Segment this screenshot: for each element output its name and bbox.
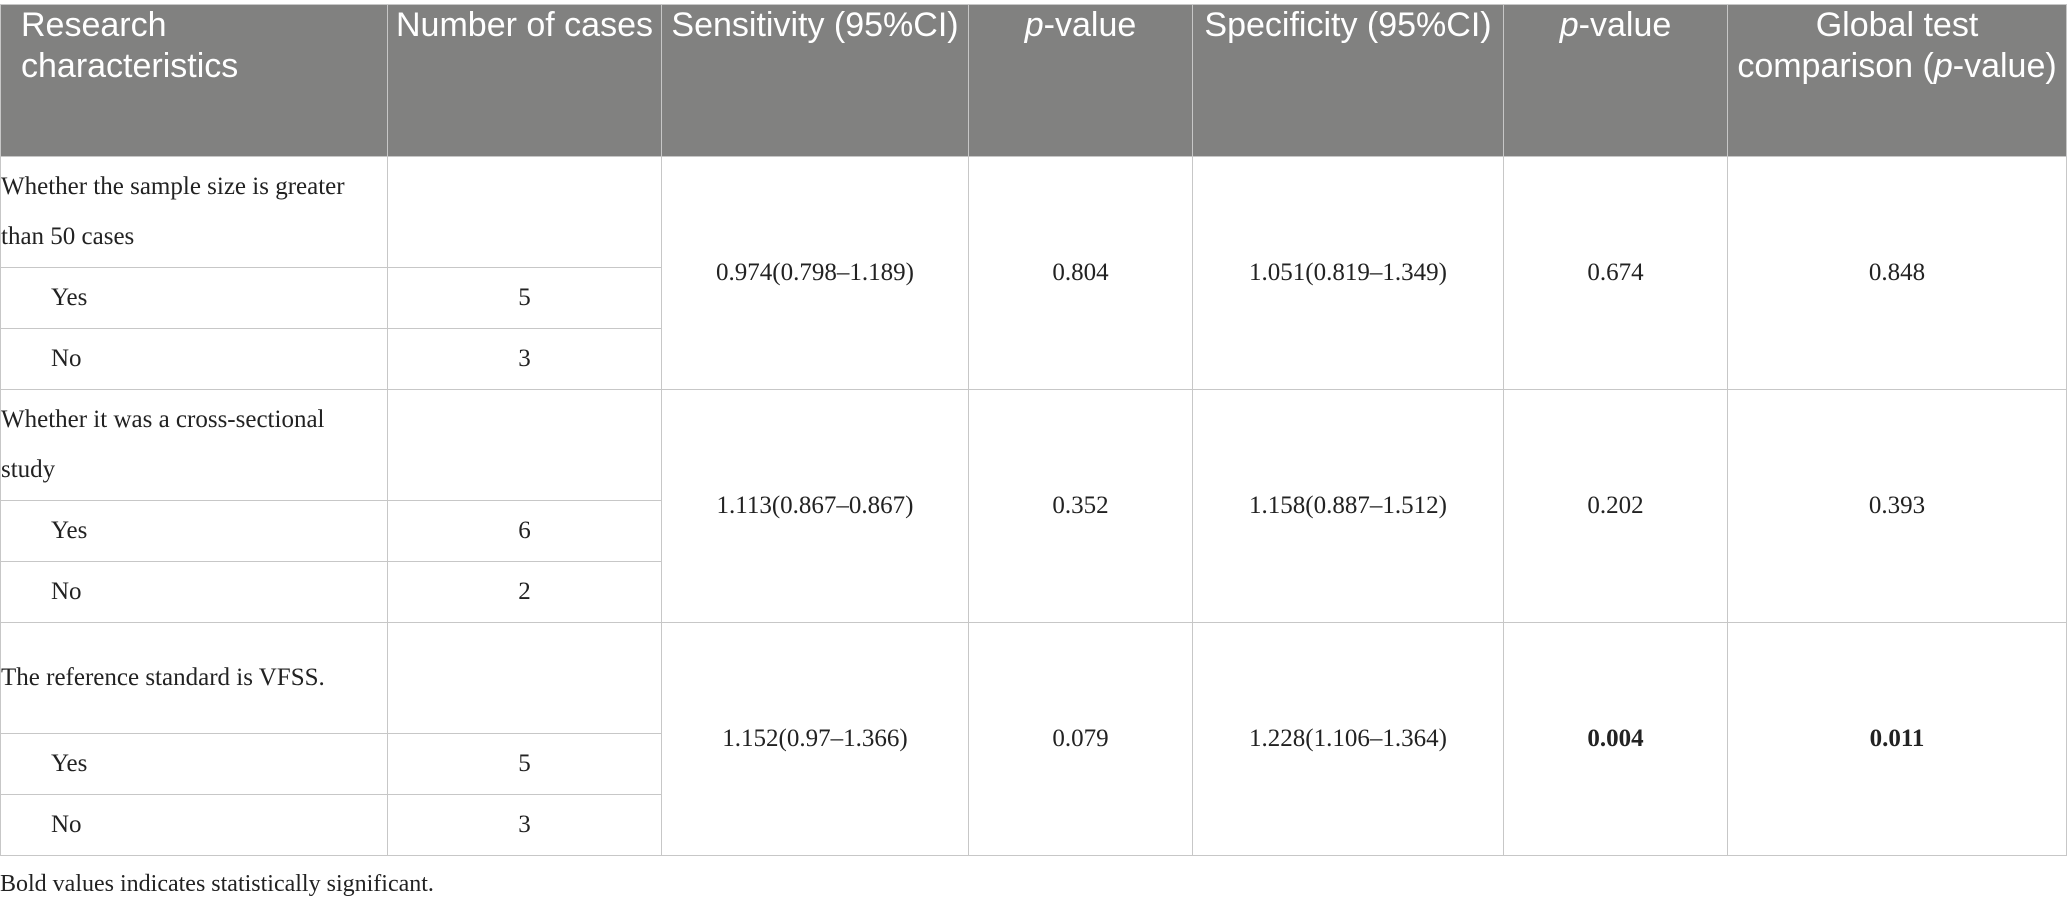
cases-cell: 5	[387, 267, 662, 329]
sensitivity-p-cell: 0.352	[968, 389, 1193, 623]
table-row: No 3	[0, 328, 2067, 390]
group-label: The reference standard is VFSS.	[0, 622, 388, 734]
sub-label: No	[0, 794, 388, 856]
specificity-p-cell: 0.674	[1503, 156, 1728, 390]
header-global-test-comparison: Global test comparison (p-value)	[1727, 4, 2067, 157]
sub-label: No	[0, 561, 388, 623]
group-label: Whether the sample size is greater than …	[0, 156, 388, 268]
cases-cell	[387, 389, 662, 501]
sub-label: Yes	[0, 500, 388, 562]
table-row: Yes 5	[0, 267, 2067, 329]
sensitivity-p-cell: 0.079	[968, 622, 1193, 856]
header-sensitivity: Sensitivity (95%CI)	[661, 4, 969, 157]
header-p-italic: p	[1024, 6, 1044, 44]
sensitivity-cell: 1.152(0.97–1.366)	[661, 622, 969, 856]
sensitivity-cell: 1.113(0.867–0.867)	[661, 389, 969, 623]
header-global-post: -value)	[1952, 47, 2057, 85]
sensitivity-cell: 0.974(0.798–1.189)	[661, 156, 969, 390]
specificity-cell: 1.228(1.106–1.364)	[1192, 622, 1504, 856]
cases-cell	[387, 156, 662, 268]
header-specificity-p-value: p-value	[1503, 4, 1728, 157]
cases-cell: 2	[387, 561, 662, 623]
header-specificity: Specificity (95%CI)	[1192, 4, 1504, 157]
cases-cell: 6	[387, 500, 662, 562]
table-row: Whether it was a cross-sectional study 1…	[0, 389, 2067, 623]
table-footnote: Bold values indicates statistically sign…	[0, 871, 434, 897]
header-sensitivity-p-value: p-value	[968, 4, 1193, 157]
global-p-cell-significant: 0.011	[1727, 622, 2067, 856]
sub-label: Yes	[0, 733, 388, 795]
cases-cell: 5	[387, 733, 662, 795]
table-row: Whether the sample size is greater than …	[0, 156, 2067, 390]
header-number-of-cases: Number of cases	[387, 4, 662, 157]
results-table: Research characteristics Number of cases…	[0, 4, 2067, 856]
table-row: The reference standard is VFSS. 1.152(0.…	[0, 622, 2067, 856]
specificity-cell: 1.051(0.819–1.349)	[1192, 156, 1504, 390]
sub-label: Yes	[0, 267, 388, 329]
specificity-cell: 1.158(0.887–1.512)	[1192, 389, 1504, 623]
sub-label: No	[0, 328, 388, 390]
header-global-pre: Global test comparison (	[1737, 6, 1979, 85]
header-global-p-italic: p	[1933, 47, 1953, 85]
specificity-p-cell-significant: 0.004	[1503, 622, 1728, 856]
table-row: No 3	[0, 794, 2067, 856]
global-p-cell: 0.393	[1727, 389, 2067, 623]
header-research-characteristics: Research characteristics	[0, 4, 388, 157]
cases-cell	[387, 622, 662, 734]
global-p-cell: 0.848	[1727, 156, 2067, 390]
header-row: Research characteristics Number of cases…	[0, 4, 2067, 157]
header-p-italic: p	[1559, 6, 1579, 44]
header-p-rest: -value	[1043, 6, 1137, 44]
specificity-p-cell: 0.202	[1503, 389, 1728, 623]
cases-cell: 3	[387, 328, 662, 390]
cases-cell: 3	[387, 794, 662, 856]
group-label: Whether it was a cross-sectional study	[0, 389, 388, 501]
sensitivity-p-cell: 0.804	[968, 156, 1193, 390]
header-p-rest: -value	[1578, 6, 1672, 44]
